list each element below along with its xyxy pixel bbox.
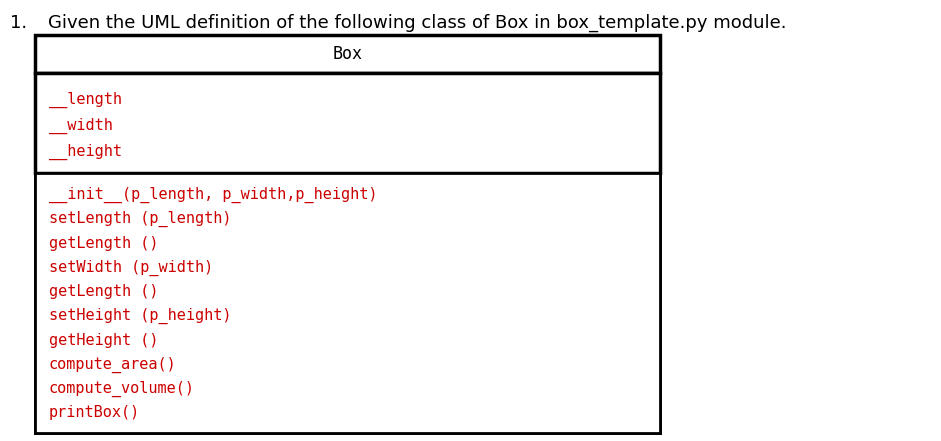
Text: __width: __width xyxy=(49,118,113,134)
Text: __length: __length xyxy=(49,92,122,108)
Text: 1.: 1. xyxy=(10,14,27,32)
Text: Box: Box xyxy=(332,45,362,63)
Text: __height: __height xyxy=(49,144,122,160)
Bar xyxy=(35,73,660,173)
Bar xyxy=(35,35,660,73)
Bar xyxy=(35,173,660,433)
Text: compute_area(): compute_area() xyxy=(49,356,177,373)
Text: setWidth (p_width): setWidth (p_width) xyxy=(49,260,214,276)
Text: Given the UML definition of the following class of Box in box_template.py module: Given the UML definition of the followin… xyxy=(48,14,787,32)
Text: printBox(): printBox() xyxy=(49,405,140,420)
Bar xyxy=(35,35,660,433)
Text: compute_volume(): compute_volume() xyxy=(49,381,195,397)
Text: __init__(p_length, p_width,p_height): __init__(p_length, p_width,p_height) xyxy=(49,187,377,203)
Text: getHeight (): getHeight () xyxy=(49,333,158,348)
Text: setLength (p_length): setLength (p_length) xyxy=(49,211,231,228)
Text: setHeight (p_height): setHeight (p_height) xyxy=(49,308,231,324)
Text: getLength (): getLength () xyxy=(49,236,158,251)
Text: getLength (): getLength () xyxy=(49,284,158,299)
